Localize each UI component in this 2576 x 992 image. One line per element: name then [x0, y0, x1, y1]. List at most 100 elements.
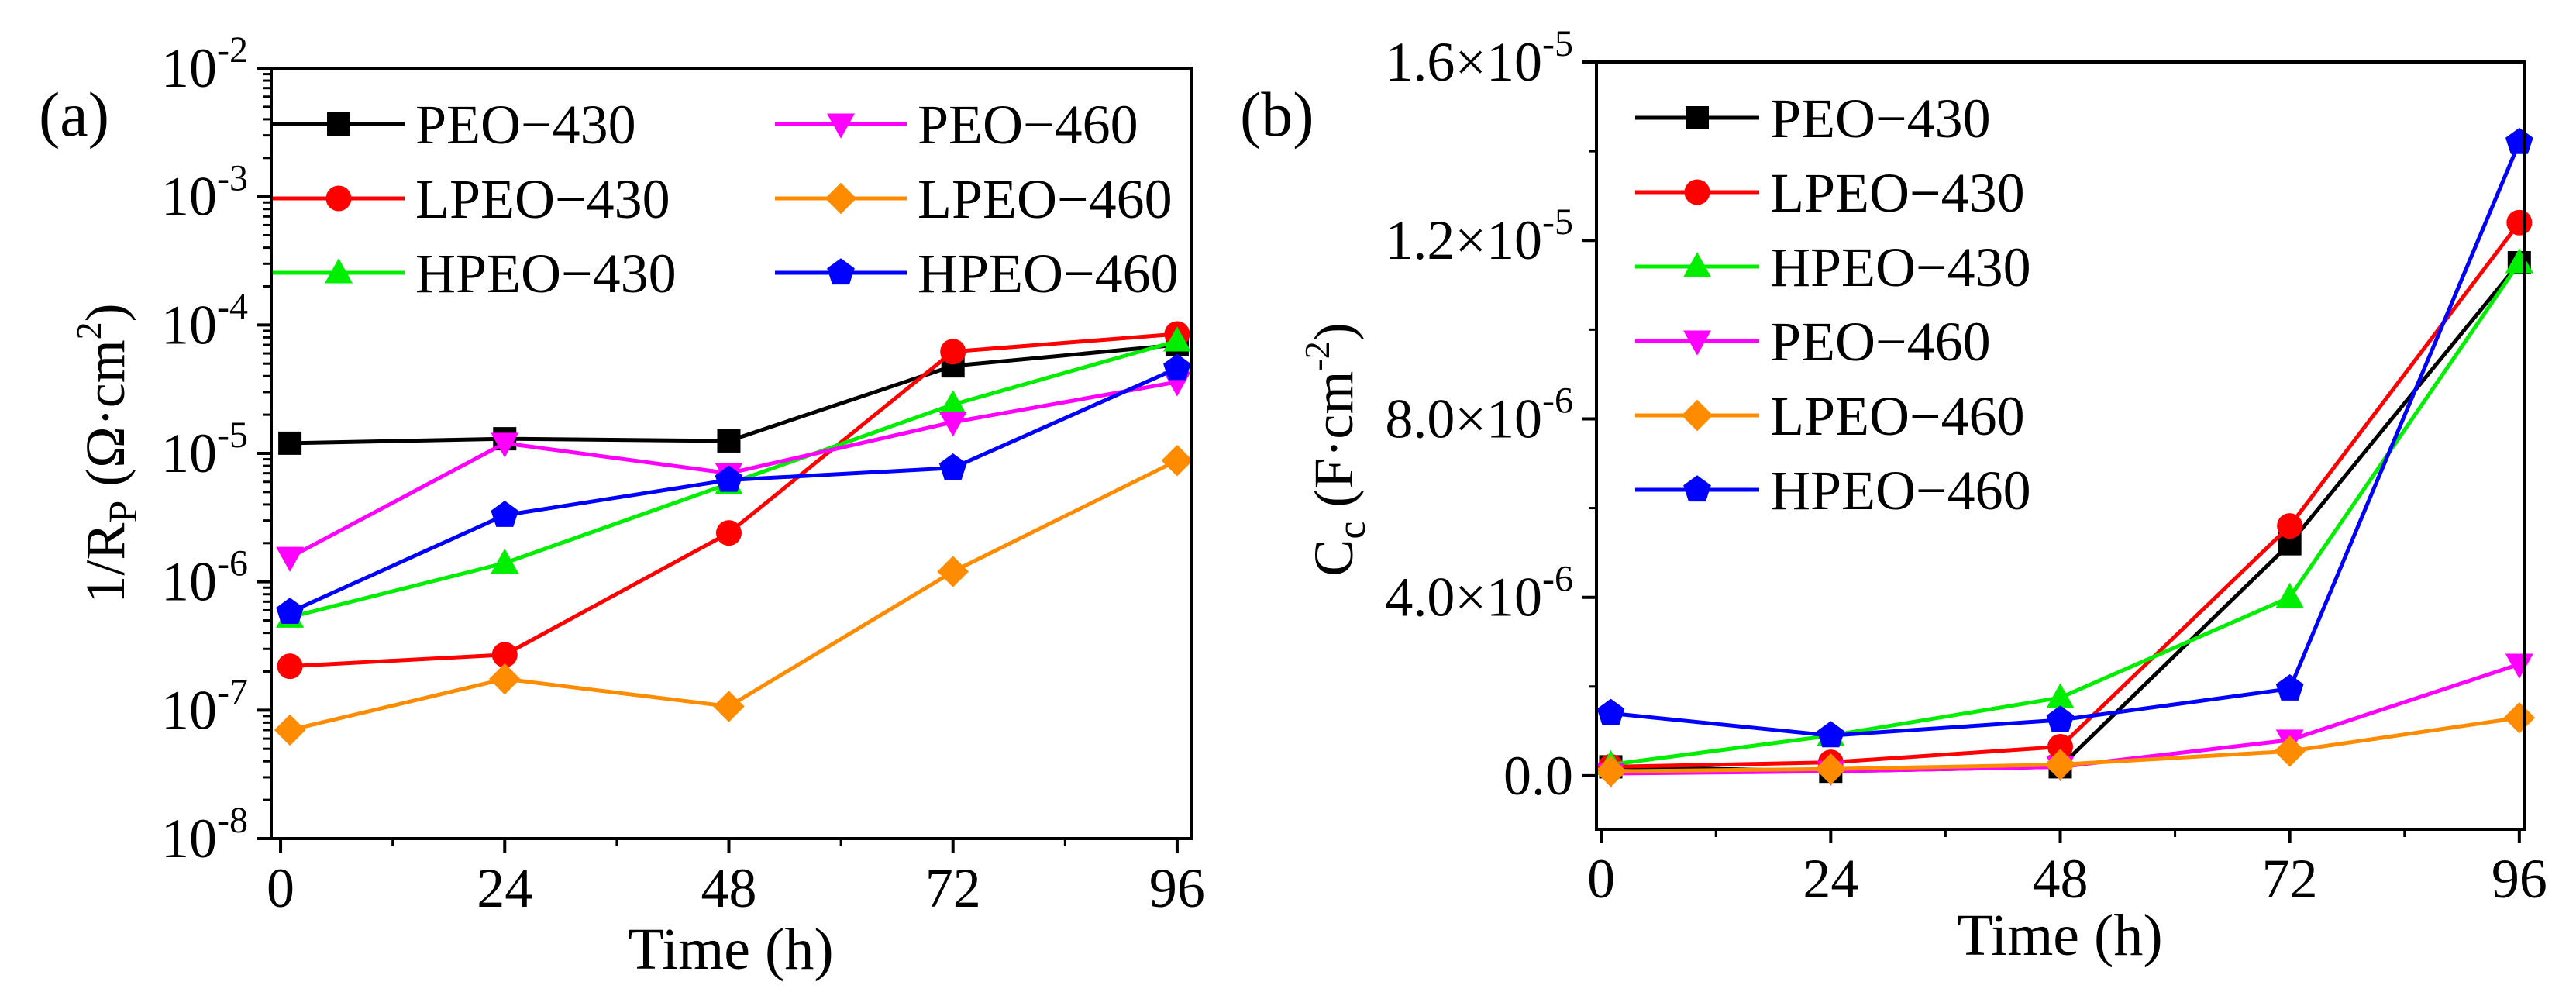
panel-a-plot-area [274, 321, 1193, 746]
a-point-lpeo-460 [489, 663, 521, 695]
panel-b-label: (b) [1240, 79, 1314, 150]
a-point-lpeo-430 [491, 642, 518, 668]
a-point-peo-460 [491, 432, 519, 458]
panel-b-y-ticks: 0.0 4.0×10-6 8.0×10-6 1.2×10-5 1.6×10-5 [1385, 23, 1596, 807]
b-legend-item-hpeo-460: HPEO−460 [1635, 460, 2031, 522]
a-point-lpeo-430 [940, 339, 966, 365]
a-point-hpeo-460 [276, 598, 304, 625]
a-point-lpeo-430 [715, 520, 742, 546]
b-line-lpeo-430 [1610, 221, 2521, 769]
a-x-tick-label: 96 [1149, 857, 1205, 919]
a-legend-label: PEO−460 [918, 94, 1138, 156]
panel-b-linear-chart: (b) 0 24 48 72 96 0.0 4.0×10-6 8.0×10-6 1.2×10-… [1240, 23, 2547, 968]
b-legend-marker [1683, 330, 1711, 356]
a-y-tick-label: 10-6 [161, 543, 248, 613]
a-y-tick-label: 10-8 [161, 800, 248, 870]
b-y-tick-label: 8.0×10-6 [1385, 380, 1573, 450]
b-legend-marker [1683, 252, 1711, 277]
b-line-hpeo-430 [1610, 261, 2521, 767]
a-series-hpeo-460 [276, 353, 1191, 625]
a-point-hpeo-430 [938, 390, 967, 415]
a-point-lpeo-460 [1161, 444, 1193, 477]
b-point-lpeo-430 [2277, 513, 2303, 539]
a-legend-label: LPEO−430 [415, 168, 670, 230]
b-x-tick-label: 48 [2033, 848, 2089, 910]
a-legend-label: HPEO−430 [415, 243, 677, 305]
a-legend-label: LPEO−460 [918, 168, 1173, 230]
b-point-hpeo-460 [2275, 673, 2304, 701]
a-legend-item-hpeo-430: HPEO−430 [273, 243, 677, 305]
panel-a-y-axis-label: 1/RP (Ω·cm2) [69, 303, 146, 603]
a-x-tick-label: 72 [925, 857, 981, 919]
a-legend-label: PEO−430 [415, 94, 636, 156]
b-point-lpeo-430 [2506, 209, 2533, 236]
a-legend-item-lpeo-460: LPEO−460 [775, 168, 1173, 230]
a-y-tick-label: 10-7 [161, 671, 248, 741]
b-point-lpeo-460 [1815, 753, 1847, 785]
a-point-lpeo-430 [277, 653, 303, 680]
b-point-lpeo-460 [2503, 701, 2536, 734]
b-legend-label: PEO−430 [1770, 88, 1991, 150]
b-point-hpeo-430 [2505, 248, 2533, 274]
a-series-peo-430 [278, 332, 1189, 455]
b-legend-item-hpeo-430: HPEO−430 [1635, 236, 2031, 298]
a-y-tick-label: 10-5 [161, 415, 248, 484]
panel-a-legend: PEO−430 LPEO−430 HPEO−430 PEO−460 LPEO−460 HP… [273, 94, 1179, 305]
a-series-lpeo-460 [274, 444, 1193, 746]
b-point-lpeo-460 [2044, 749, 2076, 780]
b-x-tick-label: 0 [1587, 848, 1615, 910]
panel-b-legend: PEO−430 LPEO−430 HPEO−430 PEO−460 LPEO−460 HP… [1635, 88, 2031, 522]
a-point-peo-460 [938, 412, 967, 437]
b-legend-marker [1686, 106, 1709, 129]
a-point-hpeo-460 [491, 501, 519, 527]
a-point-hpeo-460 [715, 465, 743, 492]
a-y-tick-label: 10-3 [161, 158, 248, 228]
b-line-hpeo-460 [1610, 141, 2522, 738]
a-point-hpeo-460 [1163, 353, 1191, 381]
a-line-lpeo-460 [289, 458, 1179, 732]
a-point-peo-430 [717, 429, 741, 453]
b-legend-item-lpeo-430: LPEO−430 [1635, 162, 2025, 224]
a-legend-label: HPEO−460 [918, 243, 1179, 305]
b-series-hpeo-430 [1596, 248, 2533, 776]
a-x-tick-label: 48 [701, 857, 756, 919]
a-legend-marker [327, 112, 350, 136]
b-y-tick-label: 0.0 [1503, 745, 1573, 807]
b-y-tick-label: 1.6×10-5 [1385, 23, 1573, 93]
b-legend-item-peo-460: PEO−460 [1635, 311, 1991, 373]
panel-a-x-ticks: 0 24 48 72 96 [267, 839, 1205, 919]
b-y-tick-label: 4.0×10-6 [1385, 559, 1573, 629]
b-point-hpeo-460 [2505, 127, 2533, 154]
a-point-hpeo-460 [938, 453, 967, 480]
a-x-tick-label: 0 [267, 857, 294, 919]
b-point-lpeo-460 [2274, 735, 2306, 767]
b-legend-label: LPEO−460 [1770, 385, 2025, 447]
b-legend-marker [1681, 399, 1713, 432]
b-legend-item-peo-430: PEO−430 [1635, 88, 1991, 150]
panel-a-y-ticks: 10-8 10-7 10-6 10-5 10-4 10-3 10-2 [161, 29, 271, 870]
b-y-tick-label: 1.2×10-5 [1385, 202, 1573, 271]
b-point-hpeo-430 [2046, 683, 2075, 708]
a-y-tick-label: 10-2 [161, 29, 248, 99]
a-point-peo-460 [276, 546, 305, 572]
a-x-tick-label: 24 [477, 857, 532, 919]
b-x-tick-label: 72 [2262, 848, 2318, 910]
a-point-lpeo-460 [713, 691, 745, 722]
b-legend-label: HPEO−430 [1770, 236, 2031, 298]
a-legend-marker [827, 113, 855, 139]
panel-b-plot-area [1595, 127, 2536, 788]
b-point-hpeo-460 [2046, 705, 2075, 732]
b-legend-label: HPEO−460 [1770, 460, 2031, 522]
a-legend-marker [325, 185, 352, 212]
a-legend-marker [827, 258, 855, 285]
panel-a-label: (a) [39, 79, 109, 150]
b-legend-marker [1683, 475, 1711, 502]
a-legend-item-peo-460: PEO−460 [775, 94, 1138, 156]
b-legend-label: PEO−460 [1770, 311, 1991, 373]
a-point-peo-430 [278, 431, 302, 455]
a-point-lpeo-460 [274, 714, 306, 746]
a-point-hpeo-430 [491, 548, 519, 574]
b-series-lpeo-460 [1595, 701, 2536, 787]
panel-b-y-axis-label: Cc (F·cm-2) [1297, 322, 1374, 576]
